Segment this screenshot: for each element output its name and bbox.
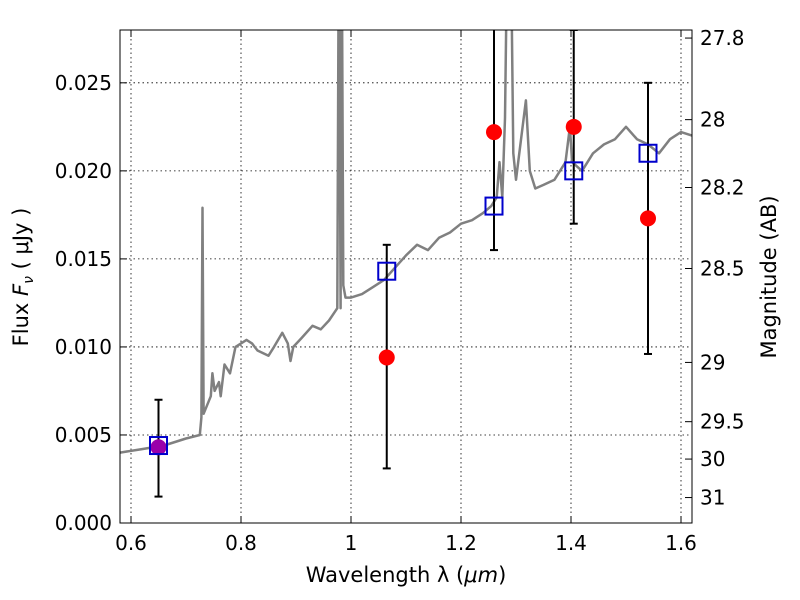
model-point [564, 161, 584, 181]
model-point [638, 143, 658, 163]
x-tick-label: 0.8 [225, 531, 257, 555]
observed-point [486, 124, 502, 141]
error-bars [154, 30, 652, 498]
x-tick-label: 1.2 [445, 531, 477, 555]
x-tick-label: 1 [345, 531, 358, 555]
y2-tick-label: 29.5 [700, 410, 745, 434]
y-tick-label: 0.020 [55, 159, 112, 183]
y-axis-ticks: 0.000 0.005 0.010 0.015 0.020 0.025 [55, 71, 127, 535]
y-tick-label: 0.005 [55, 423, 112, 447]
x-tick-label: 0.6 [115, 531, 147, 555]
model-points [149, 143, 658, 456]
plot-frame [119, 29, 693, 524]
y2-tick-label: 30 [700, 447, 725, 471]
y2-tick-label: 31 [700, 486, 725, 510]
model-point [377, 261, 397, 281]
observed-point [565, 118, 582, 135]
observed-point [378, 349, 395, 366]
y2-tick-label: 27.8 [700, 26, 745, 50]
y-tick-label: 0.015 [55, 247, 112, 271]
y2-tick-label: 28.5 [700, 256, 745, 280]
y-tick-label: 0.010 [55, 335, 112, 359]
observed-points [150, 118, 656, 456]
model-point [484, 196, 504, 216]
x-axis-label: Wavelength λ (μm) [306, 563, 507, 587]
observed-point [150, 439, 167, 456]
y-tick-label: 0.025 [55, 71, 112, 95]
model-point [149, 436, 168, 456]
x-tick-label: 1.4 [555, 531, 587, 555]
y-tick-label: 0.000 [55, 511, 112, 535]
spectrum-line [120, 30, 692, 454]
y-axis-label: Flux Fν ( μJy ) [9, 208, 37, 347]
y2-tick-label: 29 [700, 350, 725, 374]
y2-tick-label: 28 [700, 108, 725, 132]
y2-axis-label: Magnitude (AB) [757, 195, 781, 358]
model-spectrum [120, 30, 692, 454]
observed-point [640, 210, 656, 227]
y2-tick-label: 28.2 [700, 176, 745, 200]
y2-axis-ticks: 27.8 28 28.2 28.5 29 29.5 30 31 [685, 26, 745, 510]
x-tick-label: 1.6 [665, 531, 697, 555]
grid [120, 30, 692, 524]
x-axis-ticks: 0.6 0.8 1 1.2 1.4 1.6 [115, 30, 697, 555]
